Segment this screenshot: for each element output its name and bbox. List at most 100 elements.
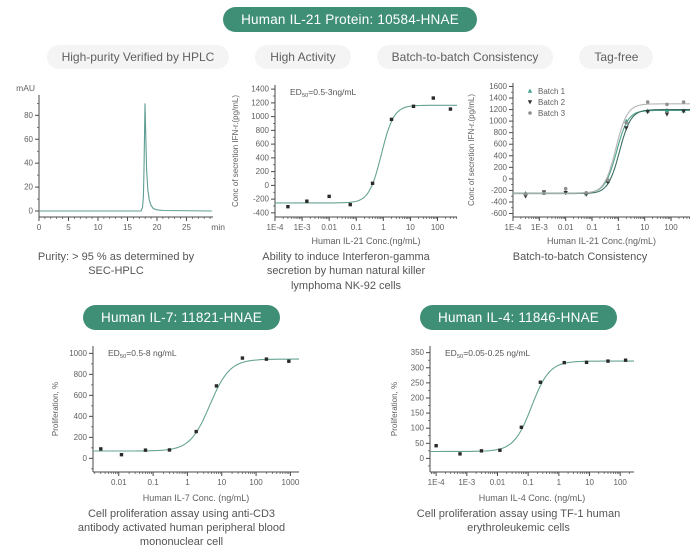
svg-text:0: 0 (503, 174, 508, 183)
hplc-chromatogram-chart: 0 5 10 15 20 25 0 20 40 60 80 mAU min (5, 77, 227, 247)
svg-text:5: 5 (66, 223, 71, 232)
svg-text:Conc of secretion IFN-r.(pg/mL: Conc of secretion IFN-r.(pg/mL) (467, 94, 476, 206)
il21-activity-chart: 1E-4 1E-3 0.01 0.1 1 10 100 -400 -200 0 200 400 600 8… (229, 77, 463, 247)
svg-text:mAU: mAU (16, 83, 35, 93)
svg-text:0.01: 0.01 (110, 478, 126, 487)
svg-text:Conc of secretion IFN-r.(pg/mL: Conc of secretion IFN-r.(pg/mL) (231, 95, 240, 207)
il7-product-col: Human IL-7: 11821-HNAE 0.01 0.1 1 10 100 1000… (30, 304, 333, 550)
svg-text:400: 400 (256, 153, 270, 162)
svg-text:300: 300 (410, 363, 424, 372)
svg-text:Human IL-7 Conc. (ng/mL): Human IL-7 Conc. (ng/mL) (142, 493, 249, 503)
svg-text:min: min (211, 222, 225, 232)
svg-text:100: 100 (410, 424, 424, 433)
svg-text:0.1: 0.1 (522, 478, 534, 487)
il7-chart-caption: Cell proliferation assay using anti-CD3 … (77, 507, 286, 549)
svg-text:250: 250 (410, 378, 424, 387)
svg-text:1200: 1200 (251, 98, 269, 107)
svg-text:400: 400 (494, 151, 508, 160)
svg-text:1400: 1400 (251, 85, 269, 94)
svg-text:0.01: 0.01 (321, 223, 337, 232)
svg-text:-400: -400 (491, 197, 508, 206)
il21-activity-caption: Ability to induce Interferon-gamma secre… (262, 251, 430, 292)
svg-text:400: 400 (73, 412, 87, 421)
svg-text:Proliferation, %: Proliferation, % (51, 382, 60, 436)
svg-text:ED50=0.5-3ng/mL: ED50=0.5-3ng/mL (290, 87, 357, 99)
svg-text:200: 200 (494, 163, 508, 172)
svg-text:ED50=0.05-0.25 ng/mL: ED50=0.05-0.25 ng/mL (445, 348, 530, 360)
svg-text:1: 1 (381, 223, 386, 232)
il7-proliferation-chart: 0.01 0.1 1 10 100 1000 0 200 400 600 800 1000 Human … (49, 336, 315, 504)
svg-text:10: 10 (94, 223, 103, 232)
svg-text:1: 1 (556, 478, 561, 487)
svg-text:600: 600 (494, 140, 508, 149)
svg-text:0.1: 0.1 (586, 223, 598, 232)
svg-text:200: 200 (256, 167, 270, 176)
svg-text:10: 10 (585, 478, 594, 487)
svg-text:80: 80 (24, 111, 33, 120)
svg-text:800: 800 (73, 370, 87, 379)
batch-consistency-chart: 1E-4 1E-3 0.01 0.1 1 10 100 -600 -400 -200 0 200 400… (465, 77, 695, 247)
svg-text:10: 10 (640, 223, 649, 232)
svg-text:0.01: 0.01 (558, 223, 574, 232)
svg-text:100: 100 (249, 478, 263, 487)
svg-text:100: 100 (431, 223, 445, 232)
svg-text:1E-4: 1E-4 (427, 478, 444, 487)
il7-product-title: Human IL-7: 11821-HNAE (83, 304, 280, 330)
svg-text:0: 0 (265, 181, 270, 190)
svg-text:Proliferation, %: Proliferation, % (390, 382, 399, 436)
svg-text:1400: 1400 (489, 94, 507, 103)
header: Human IL-21 Protein: 10584-HNAE (0, 0, 700, 32)
svg-text:-600: -600 (491, 209, 508, 218)
svg-text:1E-3: 1E-3 (294, 223, 311, 232)
svg-text:1200: 1200 (489, 105, 507, 114)
batch-consistency-caption: Batch-to-batch Consistency (512, 251, 648, 263)
svg-text:20: 20 (153, 223, 162, 232)
badge-high-purity: High-purity Verified by HPLC (46, 45, 230, 69)
svg-text:100: 100 (664, 223, 678, 232)
svg-text:1600: 1600 (489, 82, 507, 91)
svg-text:150: 150 (410, 408, 424, 417)
svg-text:0: 0 (82, 454, 87, 463)
svg-text:ED50=0.5-8 ng/mL: ED50=0.5-8 ng/mL (108, 348, 177, 360)
hplc-chart-col: 0 5 10 15 20 25 0 20 40 60 80 mAU min Purity: > 95 %… (5, 77, 227, 293)
svg-text:200: 200 (73, 433, 87, 442)
feature-badges: High-purity Verified by HPLC High Activi… (0, 45, 700, 69)
svg-text:800: 800 (256, 126, 270, 135)
svg-text:10: 10 (217, 478, 226, 487)
svg-text:0.01: 0.01 (489, 478, 505, 487)
svg-text:0: 0 (419, 454, 424, 463)
il4-product-col: Human IL-4: 11846-HNAE 1E-4 1E-3 0.01 0.1 1 1… (367, 304, 670, 550)
il21-charts-row: 0 5 10 15 20 25 0 20 40 60 80 mAU min Purity: > 95 %… (0, 77, 700, 293)
svg-text:10: 10 (406, 223, 415, 232)
svg-text:350: 350 (410, 348, 424, 357)
il4-product-title: Human IL-4: 11846-HNAE (420, 304, 617, 330)
svg-text:1000: 1000 (251, 112, 269, 121)
svg-text:Human IL-21 Conc.(ng/mL): Human IL-21 Conc.(ng/mL) (311, 236, 420, 246)
svg-text:Batch 3: Batch 3 (538, 109, 566, 118)
svg-text:Batch 2: Batch 2 (538, 98, 566, 107)
svg-text:1E-3: 1E-3 (531, 223, 548, 232)
svg-text:600: 600 (73, 391, 87, 400)
svg-text:-200: -200 (253, 195, 270, 204)
hplc-chart-caption: Purity: > 95 % as determined by SEC-HPLC (37, 251, 195, 278)
badge-tag-free: Tag-free (579, 45, 654, 69)
svg-text:20: 20 (24, 183, 33, 192)
badge-high-activity: High Activity (255, 45, 351, 69)
svg-text:25: 25 (182, 223, 191, 232)
svg-text:50: 50 (415, 439, 424, 448)
svg-text:0: 0 (29, 207, 34, 216)
il4-proliferation-chart: 1E-4 1E-3 0.01 0.1 1 10 100 0 50 100 150 200 250 300 3… (388, 336, 650, 504)
svg-text:1E-4: 1E-4 (267, 223, 284, 232)
svg-text:60: 60 (24, 135, 33, 144)
svg-text:15: 15 (123, 223, 132, 232)
svg-text:600: 600 (256, 140, 270, 149)
svg-text:40: 40 (24, 159, 33, 168)
il4-chart-caption: Cell proliferation assay using TF-1 huma… (416, 507, 621, 535)
svg-text:0.1: 0.1 (351, 223, 363, 232)
badge-batch-consistency: Batch-to-batch Consistency (376, 45, 554, 69)
svg-text:100: 100 (613, 478, 627, 487)
svg-text:200: 200 (410, 393, 424, 402)
svg-text:-400: -400 (253, 208, 270, 217)
bottom-products-row: Human IL-7: 11821-HNAE 0.01 0.1 1 10 100 1000… (0, 304, 700, 550)
svg-text:1: 1 (616, 223, 621, 232)
